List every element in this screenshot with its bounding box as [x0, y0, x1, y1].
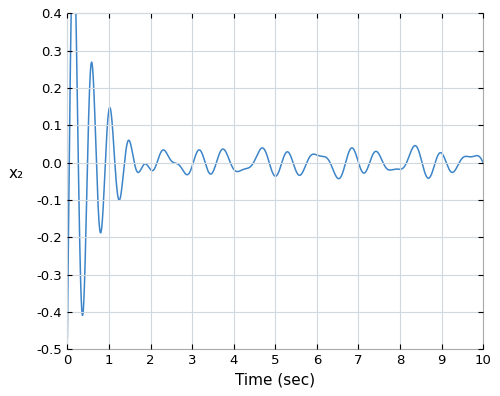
X-axis label: Time (sec): Time (sec) [235, 373, 316, 388]
Y-axis label: x₂: x₂ [8, 166, 24, 181]
